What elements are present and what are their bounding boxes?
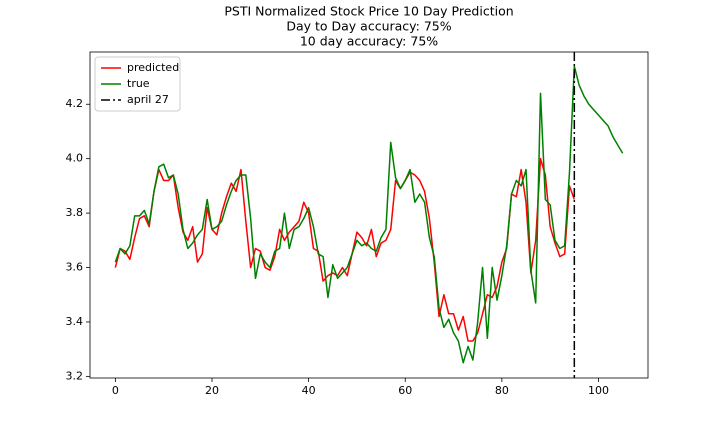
chart-title: PSTI Normalized Stock Price 10 Day Predi…: [224, 4, 513, 19]
x-tick-label: 0: [112, 384, 119, 397]
legend: predicted true april 27: [94, 56, 181, 112]
legend-label: april 27: [127, 93, 169, 106]
x-tick-label: 100: [588, 384, 609, 397]
y-tick-label: 3.8: [66, 206, 84, 219]
chart-subtitle: 10 day accuracy: 75%: [300, 34, 438, 49]
data-line: [114, 65, 624, 364]
y-tick-label: 4.2: [66, 97, 84, 110]
y-tick-label: 3.2: [66, 369, 84, 382]
data-line: [114, 157, 576, 342]
legend-label: predicted: [127, 61, 179, 74]
x-tick-label: 20: [205, 384, 219, 397]
chart-subtitle: Day to Day accuracy: 75%: [286, 19, 451, 34]
axes-frame: [89, 51, 649, 379]
legend-label: true: [127, 77, 150, 90]
x-tick-label: 80: [495, 384, 509, 397]
y-tick-label: 3.4: [66, 315, 84, 328]
x-tick-label: 40: [302, 384, 316, 397]
legend-box: [94, 56, 181, 112]
y-tick-label: 3.6: [66, 261, 84, 274]
x-tick-label: 60: [398, 384, 412, 397]
plot-area: [114, 52, 624, 378]
y-tick-label: 4.0: [66, 152, 84, 165]
